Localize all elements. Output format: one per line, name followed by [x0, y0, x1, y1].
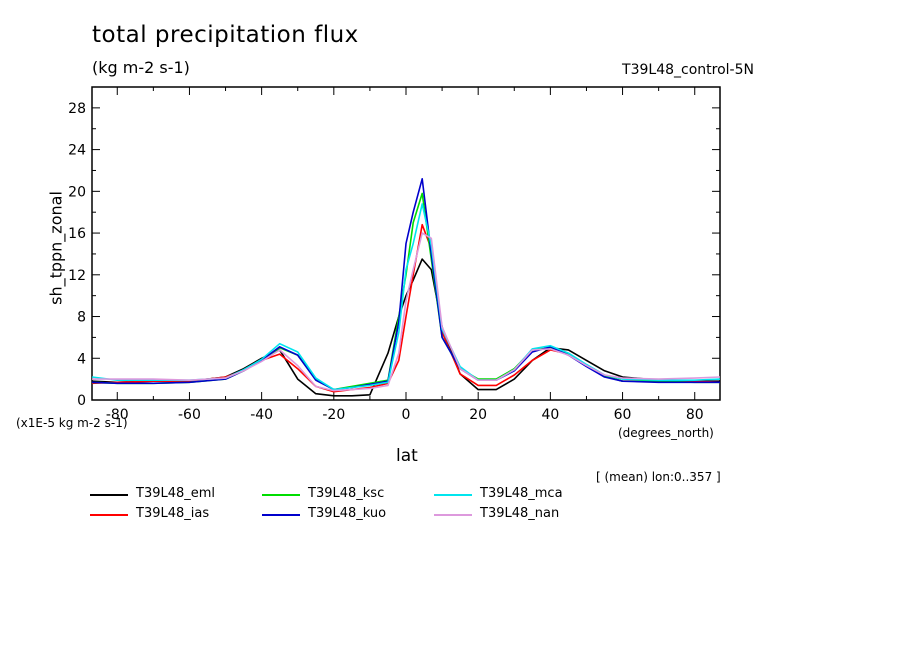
series-line-t39l48-eml: [91, 258, 720, 397]
legend-label: T39L48_ksc: [308, 486, 385, 501]
x-tick-label: 0: [402, 407, 411, 423]
run-label: T39L48_control-5N: [622, 62, 754, 78]
y-tick-label: 24: [68, 143, 86, 159]
legend-swatch: [262, 514, 300, 516]
x-tick-label: 20: [469, 407, 487, 423]
series-line-t39l48-mca: [91, 203, 721, 391]
y-axis-units: (x1E-5 kg m-2 s-1): [16, 416, 128, 430]
x-tick-label: 80: [686, 407, 704, 423]
y-tick-label: 0: [77, 393, 86, 409]
chart-subtitle: (kg m-2 s-1): [92, 58, 190, 77]
x-tick-label: -80: [106, 407, 129, 423]
x-tick-label: -20: [322, 407, 345, 423]
y-tick-label: 20: [68, 184, 86, 200]
x-axis-label: lat: [396, 446, 418, 466]
chart-title: total precipitation flux: [92, 22, 359, 48]
y-tick-label: 8: [77, 310, 86, 326]
y-tick-label: 4: [77, 351, 86, 367]
x-axis-units: (degrees_north): [618, 426, 714, 440]
x-tick-label: 60: [614, 407, 632, 423]
y-tick-label: 28: [68, 101, 86, 117]
legend-swatch: [434, 494, 472, 496]
legend-label: T39L48_ias: [136, 506, 210, 521]
series-line-t39l48-kuo: [91, 178, 720, 391]
x-tick-label: -40: [250, 407, 273, 423]
legend-label: T39L48_mca: [480, 486, 563, 501]
legend-swatch: [90, 514, 128, 516]
series-line-t39l48-nan: [92, 232, 721, 392]
legend-swatch: [90, 494, 128, 496]
mean-note: [ (mean) lon:0..357 ]: [596, 470, 721, 484]
legend-label: T39L48_kuo: [308, 506, 387, 521]
legend-label: T39L48_eml: [136, 486, 216, 501]
legend-label: T39L48_nan: [480, 506, 560, 521]
x-tick-label: 40: [541, 407, 559, 423]
y-tick-label: 12: [68, 268, 86, 284]
y-tick-label: 16: [68, 226, 86, 242]
legend-swatch: [434, 514, 472, 516]
legend-swatch: [262, 494, 300, 496]
series-line-t39l48-ksc: [91, 192, 720, 391]
x-tick-label: -60: [178, 407, 201, 423]
